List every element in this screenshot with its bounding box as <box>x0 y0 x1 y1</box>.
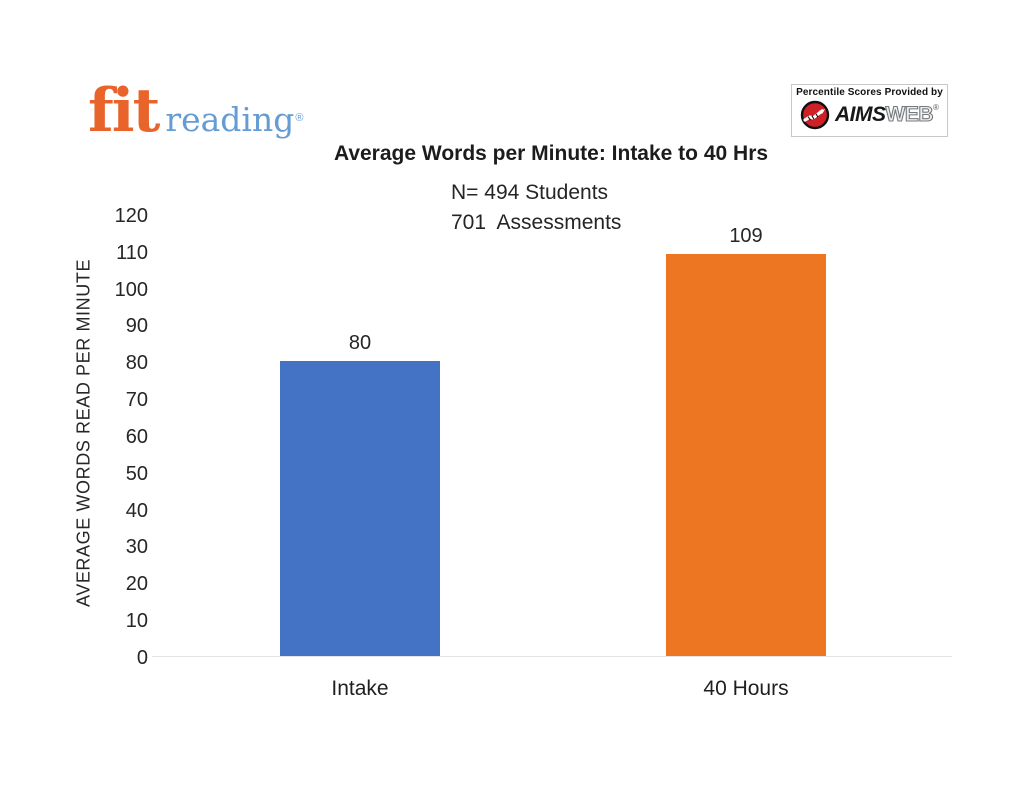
fit-logo-word-fit: fit <box>88 76 160 146</box>
aimsweb-attribution-box: Percentile Scores Provided by AIMS WEB ® <box>791 84 948 137</box>
trend-line-in-red-circle-icon <box>800 100 830 130</box>
x-axis-label: Intake <box>331 677 389 700</box>
bar-intake <box>280 361 440 656</box>
subtitle-line-assessments: 701 Assessments <box>451 211 622 234</box>
y-tick-label: 110 <box>116 241 148 264</box>
aimsweb-wordmark-aims: AIMS <box>835 103 886 126</box>
y-tick-label: 0 <box>136 647 148 669</box>
bar-value-label: 80 <box>348 332 372 355</box>
y-tick-label: 30 <box>125 536 148 559</box>
aimsweb-logo: AIMS WEB ® <box>796 100 943 130</box>
y-tick-label: 40 <box>125 499 148 522</box>
y-tick-label: 10 <box>125 610 148 633</box>
chart-subtitle: N= 494 Students 701 Assessments <box>451 178 621 238</box>
aimsweb-wordmark-web: WEB <box>885 102 934 126</box>
fit-logo-word-reading: reading <box>165 100 295 139</box>
provider-caption: Percentile Scores Provided by <box>796 87 943 98</box>
chart-title: Average Words per Minute: Intake to 40 H… <box>333 142 769 165</box>
fit-reading-logo: fit reading ® <box>88 76 303 146</box>
y-tick-label: 80 <box>125 352 148 375</box>
y-tick-label: 120 <box>114 204 148 227</box>
y-tick-label: 70 <box>125 389 148 412</box>
x-axis-label: 40 Hours <box>703 677 789 700</box>
bar-40-hours <box>666 254 826 656</box>
bar-value-label: 109 <box>729 225 763 248</box>
y-tick-label: 90 <box>125 315 148 338</box>
registered-trademark-icon: ® <box>933 102 939 112</box>
y-tick-label: 20 <box>125 573 148 596</box>
y-tick-label: 60 <box>125 425 148 448</box>
y-tick-label: 50 <box>125 462 148 485</box>
registered-trademark-icon: ® <box>295 112 304 124</box>
y-tick-label: 100 <box>114 278 148 301</box>
x-axis-line <box>152 656 952 657</box>
subtitle-line-students: N= 494 Students <box>451 181 609 204</box>
